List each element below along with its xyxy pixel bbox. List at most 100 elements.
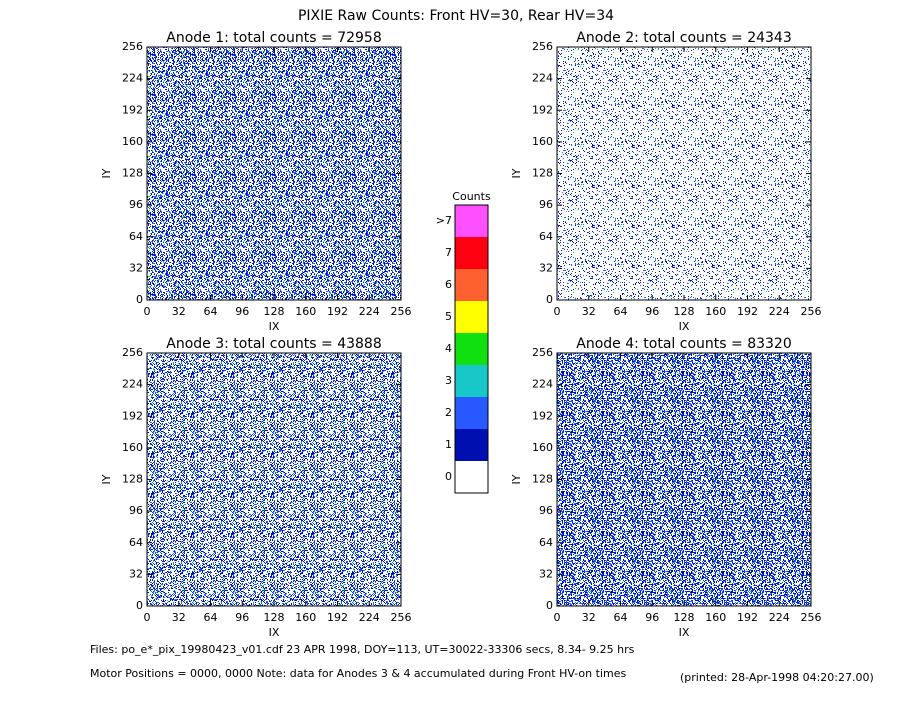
x-tick-label: 224	[359, 611, 380, 624]
colorbar-swatch	[455, 237, 488, 269]
y-tick-label: 224	[122, 72, 143, 85]
heatmap-image	[557, 353, 811, 606]
y-tick-label: 96	[539, 504, 553, 517]
heatmap-image	[147, 353, 401, 606]
x-tick-label: 192	[327, 305, 348, 318]
x-tick-label: 224	[359, 305, 380, 318]
x-tick-label: 128	[264, 305, 285, 318]
colorbar-title: Counts	[452, 190, 491, 203]
x-tick-label: 0	[144, 305, 151, 318]
y-tick-label: 192	[532, 409, 553, 422]
x-tick-label: 160	[705, 305, 726, 318]
x-tick-label: 96	[235, 305, 249, 318]
x-tick-label: 160	[295, 611, 316, 624]
colorbar-swatch	[455, 397, 488, 429]
y-tick-label: 256	[122, 346, 143, 359]
x-tick-label: 96	[645, 305, 659, 318]
x-tick-label: 160	[705, 611, 726, 624]
y-tick-label: 64	[539, 230, 553, 243]
x-tick-label: 32	[582, 611, 596, 624]
y-axis-label: IY	[100, 474, 113, 484]
x-tick-label: 224	[769, 611, 790, 624]
x-tick-label: 192	[737, 611, 758, 624]
y-tick-label: 0	[136, 293, 143, 306]
colorbar-label: 6	[445, 278, 452, 291]
colorbar-label: 4	[445, 342, 452, 355]
colorbar-swatch	[455, 269, 488, 301]
y-tick-label: 0	[546, 293, 553, 306]
colorbar-swatch	[455, 461, 488, 493]
colorbar-label: 1	[445, 438, 452, 451]
x-tick-label: 256	[801, 611, 822, 624]
footer-motor: Motor Positions = 0000, 0000 Note: data …	[90, 667, 626, 680]
y-tick-label: 160	[532, 135, 553, 148]
colorbar-swatch	[455, 429, 488, 461]
footer-printed: (printed: 28-Apr-1998 04:20:27.00)	[680, 671, 874, 684]
x-tick-label: 96	[645, 611, 659, 624]
colorbar-label: 3	[445, 374, 452, 387]
y-tick-label: 256	[122, 40, 143, 53]
plot-title: Anode 1: total counts = 72958	[166, 30, 381, 46]
y-tick-label: 128	[122, 473, 143, 486]
plot-title: Anode 2: total counts = 24343	[576, 30, 791, 46]
plot-title: Anode 3: total counts = 43888	[166, 336, 381, 352]
y-tick-label: 256	[532, 346, 553, 359]
y-tick-label: 224	[532, 378, 553, 391]
x-tick-label: 128	[674, 611, 695, 624]
x-tick-label: 160	[295, 305, 316, 318]
y-tick-label: 128	[532, 473, 553, 486]
x-tick-label: 224	[769, 305, 790, 318]
x-axis-label: IX	[269, 626, 280, 639]
x-tick-label: 192	[327, 611, 348, 624]
y-tick-label: 0	[546, 599, 553, 612]
y-tick-label: 32	[539, 567, 553, 580]
x-tick-label: 192	[737, 305, 758, 318]
x-axis-label: IX	[269, 320, 280, 333]
colorbar-swatch	[455, 301, 488, 333]
y-tick-label: 192	[122, 409, 143, 422]
y-tick-label: 32	[129, 261, 143, 274]
x-tick-label: 128	[674, 305, 695, 318]
colorbar-swatch	[455, 365, 488, 397]
y-axis-label: IY	[510, 168, 523, 178]
y-tick-label: 160	[122, 135, 143, 148]
x-tick-label: 96	[235, 611, 249, 624]
x-tick-label: 64	[614, 305, 628, 318]
y-tick-label: 160	[122, 441, 143, 454]
y-tick-label: 32	[539, 261, 553, 274]
y-tick-label: 160	[532, 441, 553, 454]
x-tick-label: 256	[801, 305, 822, 318]
colorbar-label: 2	[445, 406, 452, 419]
x-tick-label: 64	[614, 611, 628, 624]
plot-title: Anode 4: total counts = 83320	[576, 336, 791, 352]
x-tick-label: 0	[554, 611, 561, 624]
colorbar-label: 0	[445, 470, 452, 483]
colorbar-swatch	[455, 205, 488, 237]
y-tick-label: 32	[129, 567, 143, 580]
x-tick-label: 32	[172, 305, 186, 318]
y-tick-label: 64	[539, 536, 553, 549]
y-tick-label: 224	[532, 72, 553, 85]
y-tick-label: 0	[136, 599, 143, 612]
x-tick-label: 64	[204, 611, 218, 624]
y-tick-label: 64	[129, 230, 143, 243]
x-axis-label: IX	[679, 320, 690, 333]
x-tick-label: 32	[172, 611, 186, 624]
y-tick-label: 96	[129, 198, 143, 211]
y-tick-label: 224	[122, 378, 143, 391]
figure-title: PIXIE Raw Counts: Front HV=30, Rear HV=3…	[298, 8, 614, 24]
colorbar-label: 7	[445, 246, 452, 259]
x-tick-label: 256	[391, 611, 412, 624]
y-tick-label: 192	[532, 103, 553, 116]
x-axis-label: IX	[679, 626, 690, 639]
y-tick-label: 192	[122, 103, 143, 116]
x-tick-label: 0	[554, 305, 561, 318]
y-axis-label: IY	[100, 168, 113, 178]
y-axis-label: IY	[510, 474, 523, 484]
footer-files: Files: po_e*_pix_19980423_v01.cdf 23 APR…	[90, 643, 635, 656]
x-tick-label: 64	[204, 305, 218, 318]
heatmap-image	[557, 47, 811, 300]
colorbar-swatch	[455, 333, 488, 365]
